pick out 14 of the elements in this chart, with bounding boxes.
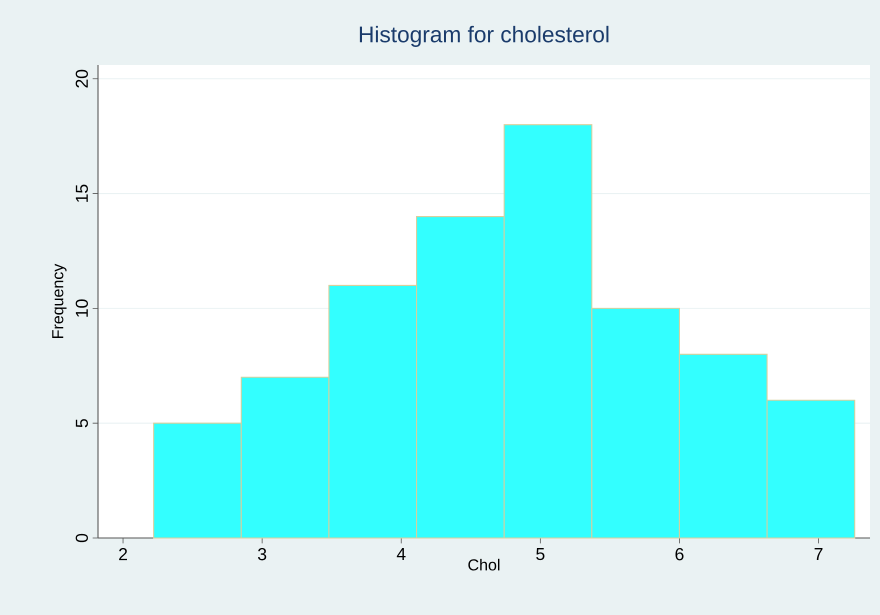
x-tick-label: 2 (119, 548, 127, 560)
y-tick-label: 20 (76, 70, 88, 88)
x-tick-label: 6 (676, 548, 684, 560)
x-axis-title: Chol (468, 558, 500, 571)
y-tick-label: 0 (76, 534, 88, 542)
x-tick-label: 4 (396, 548, 406, 560)
y-axis-title: Frequency (52, 264, 67, 338)
chart-title: Histogram for cholesterol (360, 26, 608, 47)
y-tick-label: 10 (76, 299, 88, 317)
x-tick-label: 3 (258, 548, 266, 560)
y-tick-label: 15 (76, 184, 88, 202)
y-tick-label: 5 (76, 419, 88, 428)
x-tick-label: 7 (814, 548, 822, 560)
x-tick-label: 5 (536, 548, 544, 560)
